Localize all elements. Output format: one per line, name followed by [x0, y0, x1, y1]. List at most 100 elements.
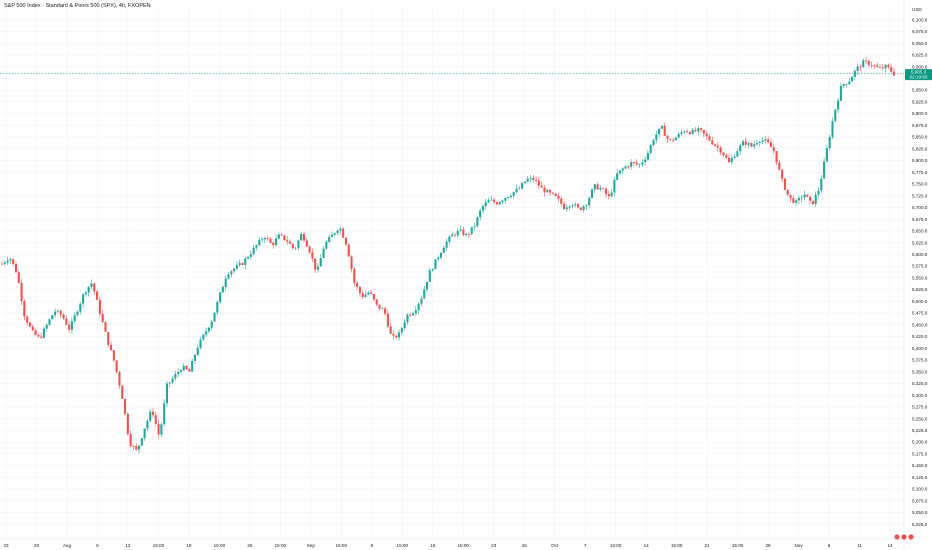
- candle-body: [249, 254, 252, 258]
- candle-body: [515, 188, 518, 193]
- candle-body: [12, 259, 15, 265]
- candle-body: [658, 128, 661, 135]
- candle-body: [191, 360, 194, 372]
- x-tick-label: 15:00: [671, 543, 683, 548]
- candle-body: [342, 228, 345, 238]
- candle-body: [34, 330, 37, 335]
- y-tick-label: 5,025.0: [912, 522, 928, 527]
- candle-body: [261, 239, 264, 241]
- candle-body: [137, 445, 141, 450]
- candle-body: [171, 378, 174, 383]
- candle-body: [837, 100, 840, 110]
- candle-body: [406, 314, 409, 323]
- candle-body: [314, 258, 317, 270]
- x-tick-label: 23: [3, 543, 9, 548]
- candle-body: [205, 331, 208, 335]
- candle-body: [532, 177, 535, 180]
- candle-body: [459, 229, 462, 231]
- y-tick-label: 5,625.0: [912, 240, 928, 245]
- candle-body: [135, 446, 138, 450]
- candle-body: [537, 180, 540, 186]
- y-tick-label: 5,200.0: [912, 440, 928, 445]
- candle-body: [465, 233, 468, 236]
- candle-body: [143, 428, 146, 439]
- candle-body: [730, 158, 733, 163]
- candle-body: [789, 194, 792, 199]
- y-tick-label: 5,175.0: [912, 451, 928, 456]
- x-tick-label: Nov: [794, 543, 803, 548]
- candle-body: [741, 141, 745, 146]
- candle-body: [686, 131, 689, 133]
- candle-body: [878, 67, 882, 68]
- candle-body: [199, 339, 202, 348]
- candle-body: [677, 133, 680, 138]
- candle-body: [202, 334, 205, 340]
- countdown-value: 02:19:50: [910, 75, 928, 80]
- x-tick-label: 6: [96, 543, 99, 548]
- candle-body: [48, 319, 51, 325]
- candle-body: [247, 257, 250, 259]
- chart-title: S&P 500 Index · Standard & Poors 500 (SP…: [4, 3, 151, 9]
- x-tick-label: 6: [828, 543, 831, 548]
- candle-body: [238, 263, 241, 266]
- candle-body: [831, 121, 834, 138]
- candle-body: [716, 145, 719, 148]
- candle-body: [507, 197, 510, 199]
- candle-body: [456, 230, 459, 236]
- candle-body: [185, 365, 188, 370]
- candle-body: [93, 283, 96, 292]
- candle-body: [772, 147, 775, 151]
- candles-layer: [0, 56, 896, 454]
- candle-body: [493, 199, 496, 203]
- candle-body: [70, 321, 73, 330]
- event-icon[interactable]: [908, 534, 914, 540]
- candle-body: [291, 243, 294, 248]
- candle-body: [177, 371, 180, 375]
- candle-body: [487, 200, 490, 203]
- x-tick-label: 15:00: [732, 543, 744, 548]
- candle-body: [129, 433, 132, 446]
- candle-body: [389, 326, 392, 334]
- candle-body: [274, 238, 278, 245]
- candle-body: [783, 178, 786, 190]
- candle-body: [744, 141, 747, 145]
- x-tick-label: 7: [584, 543, 587, 548]
- y-tick-label: 5,500.0: [912, 299, 928, 304]
- candle-body: [302, 233, 306, 241]
- candle-body: [288, 241, 292, 244]
- candle-body: [543, 187, 546, 193]
- candle-body: [54, 311, 57, 315]
- candle-body: [470, 227, 473, 235]
- candle-body: [154, 415, 157, 424]
- candle-body: [65, 318, 68, 325]
- candle-body: [420, 298, 423, 304]
- y-tick-label: 5,750.0: [912, 182, 928, 187]
- flag-icon[interactable]: [894, 534, 900, 540]
- x-tick-label: 16: [430, 543, 436, 548]
- candle-body: [121, 385, 124, 399]
- candle-body: [316, 266, 320, 270]
- candle-body: [590, 189, 594, 198]
- candle-body: [876, 65, 879, 68]
- candle-body: [411, 313, 415, 316]
- candle-body: [574, 204, 577, 206]
- candle-body: [400, 328, 403, 333]
- candle-body: [602, 187, 605, 189]
- y-tick-label: 5,800.0: [912, 158, 928, 163]
- candle-body: [101, 313, 104, 323]
- currency-label: USD: [912, 7, 922, 12]
- candle-body: [196, 347, 199, 355]
- candle-body: [864, 60, 868, 62]
- x-tick-label: 29: [34, 543, 40, 548]
- candle-body: [294, 247, 297, 249]
- candle-body: [216, 301, 219, 313]
- candle-body: [568, 206, 571, 208]
- candle-body: [750, 143, 753, 147]
- candle-body: [17, 272, 20, 283]
- candle-body: [358, 287, 361, 294]
- candle-body: [862, 60, 865, 68]
- calendar-icon[interactable]: [901, 534, 907, 540]
- candle-body: [219, 292, 222, 302]
- candle-body: [859, 66, 862, 68]
